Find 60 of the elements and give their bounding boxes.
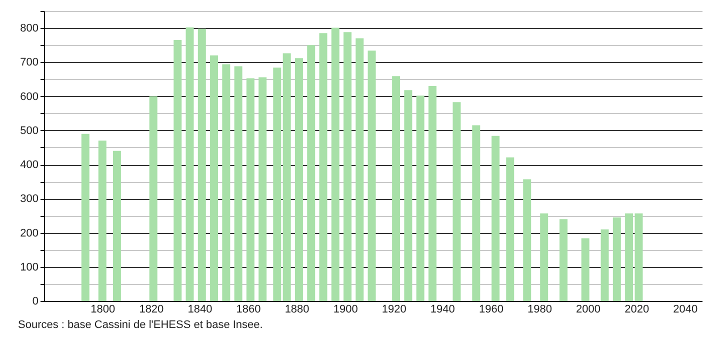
bar [472, 125, 480, 301]
y-tick-label: 800 [20, 22, 38, 35]
bar [246, 78, 254, 301]
x-tick-label: 2020 [624, 304, 650, 316]
bar [492, 136, 500, 301]
y-tick-label: 300 [20, 193, 38, 206]
bar [404, 90, 412, 301]
bar [356, 38, 364, 301]
bar [186, 27, 194, 301]
y-tick-label: 600 [20, 90, 38, 103]
x-tick-label: 1940 [430, 304, 455, 316]
bar [331, 28, 340, 301]
bar [600, 229, 609, 301]
x-tick-label: 1880 [284, 304, 310, 316]
x-tick-label: 1860 [236, 304, 261, 316]
x-tick-label: 2040 [673, 304, 698, 316]
bar [98, 140, 106, 301]
bar [428, 86, 436, 301]
bar [319, 33, 328, 301]
x-tick-label: 1960 [478, 304, 504, 316]
y-tick-label: 400 [20, 159, 38, 172]
bar [392, 76, 400, 301]
bar [368, 50, 376, 301]
bar [294, 58, 303, 301]
bar [634, 213, 643, 301]
bar [540, 213, 548, 301]
source-note: Sources : base Cassini de l'EHESS et base Insee. [18, 319, 263, 331]
bar [273, 68, 282, 301]
x-tick-label: 1920 [382, 304, 406, 316]
x-tick-label: 1840 [188, 304, 212, 316]
x-tick-label: 1900 [333, 304, 358, 316]
y-tick-label: 700 [20, 56, 38, 69]
bar [210, 55, 218, 301]
bar [234, 66, 242, 301]
bar [174, 40, 182, 301]
bar [344, 32, 352, 301]
y-tick-label: 0 [32, 296, 38, 308]
bar [258, 77, 267, 301]
bar [81, 134, 90, 301]
x-tick-label: 1980 [528, 304, 552, 316]
bar [625, 213, 634, 301]
bar [560, 219, 568, 301]
bar [452, 102, 461, 301]
y-tick-label: 200 [20, 227, 38, 240]
bar [307, 45, 316, 301]
bar [581, 238, 590, 301]
bar [416, 96, 424, 301]
bar [112, 150, 121, 301]
bar [506, 157, 514, 301]
y-tick-label: 500 [20, 124, 38, 137]
bar [222, 64, 230, 301]
x-tick-label: 1820 [139, 304, 164, 316]
bar [523, 179, 532, 301]
x-tick-label: 1800 [90, 304, 116, 316]
bar [282, 53, 291, 301]
y-tick-label: 100 [20, 261, 38, 274]
bar [198, 28, 206, 301]
bar [149, 96, 158, 301]
x-tick-label: 2000 [576, 304, 601, 316]
bar [612, 217, 621, 301]
